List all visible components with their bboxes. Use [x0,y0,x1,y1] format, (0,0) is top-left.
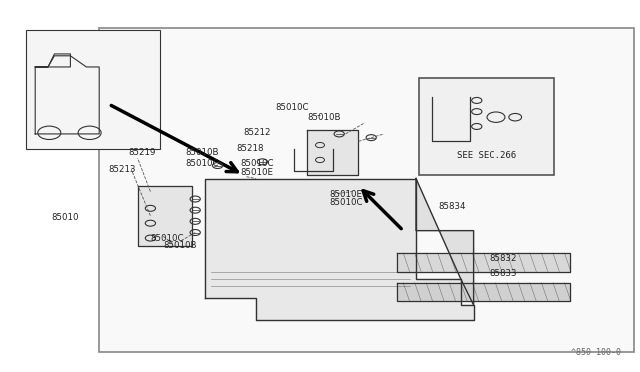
Text: 85010C: 85010C [330,198,363,207]
Text: 85010C: 85010C [186,159,219,168]
Bar [26,30,160,149]
Text: 85010E: 85010E [240,169,273,177]
Text: 85010B: 85010B [307,113,340,122]
Bar [419,78,554,175]
Text: 85010B: 85010B [186,148,219,157]
Text: 85010B: 85010B [163,241,196,250]
Text: 85834: 85834 [438,202,466,211]
Polygon shape [397,283,570,301]
Text: 85833: 85833 [490,269,517,278]
Polygon shape [205,179,474,320]
Text: SEE SEC.266: SEE SEC.266 [457,151,516,160]
Polygon shape [397,253,570,272]
Text: 85832: 85832 [490,254,517,263]
Text: 85010C: 85010C [275,103,308,112]
Text: 85213: 85213 [109,165,136,174]
Polygon shape [138,186,192,246]
Text: 85010C: 85010C [150,234,184,243]
Text: 85219: 85219 [128,148,156,157]
Polygon shape [307,130,358,175]
Polygon shape [416,179,474,305]
Text: 85010C: 85010C [240,159,273,168]
Text: 85218: 85218 [237,144,264,153]
Text: 85010: 85010 [51,213,79,222]
Text: 85010E: 85010E [330,190,363,199]
Text: 85212: 85212 [243,128,271,137]
Text: ^850 100-0: ^850 100-0 [571,348,621,357]
Bar [99,28,634,352]
